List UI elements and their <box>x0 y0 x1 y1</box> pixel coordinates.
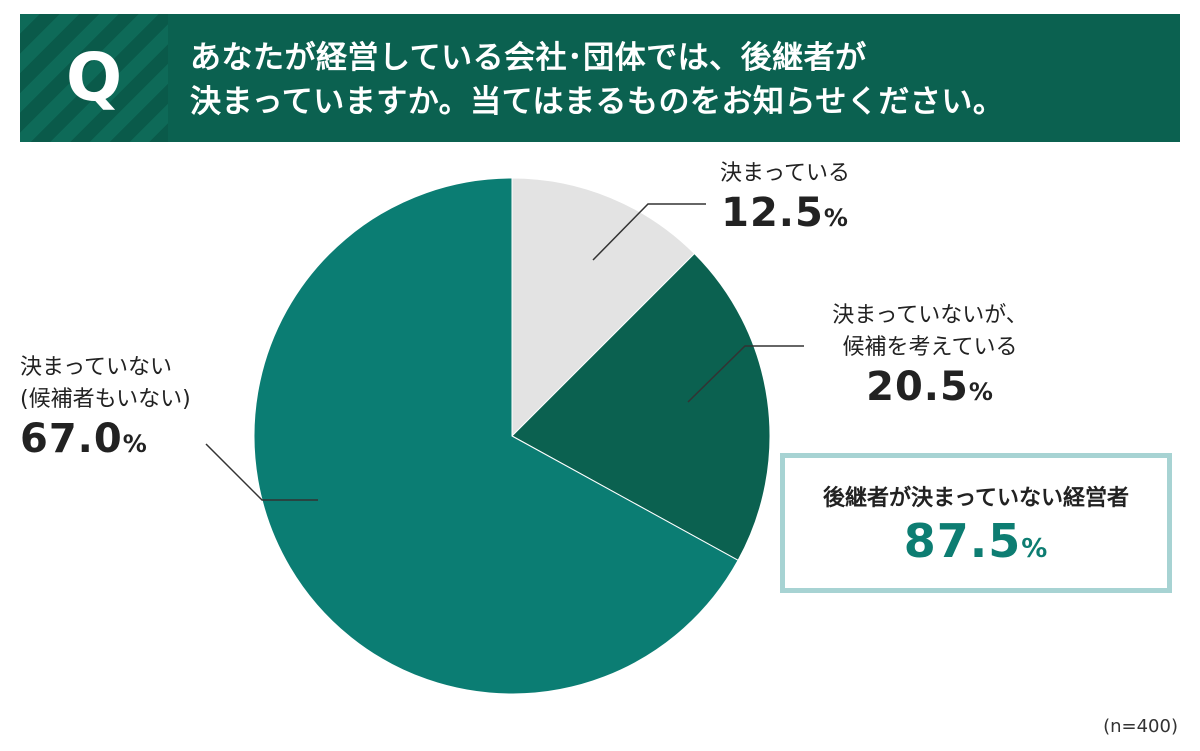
summary-box: 後継者が決まっていない経営者 87.5% <box>780 453 1172 593</box>
question-line-2: 決まっていますか。当てはまるものをお知らせください。 <box>190 84 1005 120</box>
label-candidate-line-1: 決まっていないが、 <box>832 303 1028 328</box>
pie-slices <box>253 177 771 695</box>
pie-slice-decided <box>511 177 696 438</box>
label-candidate-line-2: 候補を考えている <box>842 335 1018 360</box>
pie-slice-none <box>253 177 739 695</box>
leader-line-candidate <box>687 345 804 403</box>
question-line-1: あなたが経営している会社･団体では、後継者が <box>190 40 867 76</box>
label-none-line-1: 決まっていない <box>20 355 173 380</box>
label-candidate: 決まっていないが、 候補を考えている 20.5% <box>800 300 1060 415</box>
leader-lines <box>205 203 804 501</box>
leader-line-decided <box>592 203 706 261</box>
label-none: 決まっていない (候補者もいない) 67.0% <box>20 352 240 467</box>
pie-slice-candidate <box>511 252 771 561</box>
q-badge: Q <box>20 14 168 142</box>
q-letter: Q <box>65 39 123 116</box>
value-none: 67.0% <box>20 416 148 462</box>
value-decided: 12.5% <box>721 190 849 236</box>
label-decided-text: 決まっている <box>719 161 851 186</box>
summary-label: 後継者が決まっていない経営者 <box>822 486 1130 511</box>
sample-size-note: (n=400) <box>1103 716 1178 737</box>
value-candidate: 20.5% <box>866 364 994 410</box>
leader-line-none <box>205 443 318 501</box>
question-text: あなたが経営している会社･団体では、後継者が 決まっていますか。当てはまるものを… <box>190 36 1170 124</box>
question-header: Q あなたが経営している会社･団体では、後継者が 決まっていますか。当てはまるも… <box>20 14 1180 142</box>
summary-value: 87.5% <box>903 514 1049 568</box>
label-decided: 決まっている 12.5% <box>690 158 880 241</box>
label-none-line-2: (候補者もいない) <box>20 387 191 412</box>
